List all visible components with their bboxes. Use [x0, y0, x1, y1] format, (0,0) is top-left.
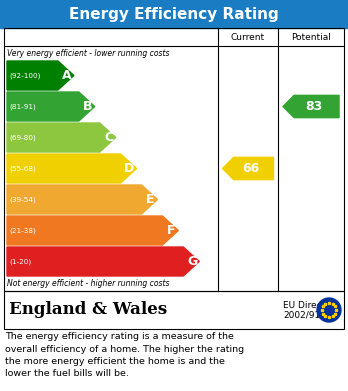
Text: A: A [62, 69, 72, 82]
Text: E: E [146, 193, 155, 206]
Text: EU Directive: EU Directive [283, 301, 339, 310]
Polygon shape [7, 123, 116, 152]
Text: England & Wales: England & Wales [9, 301, 167, 319]
Polygon shape [222, 157, 274, 179]
Text: (39-54): (39-54) [9, 196, 36, 203]
Text: Not energy efficient - higher running costs: Not energy efficient - higher running co… [7, 280, 169, 289]
Circle shape [317, 298, 341, 322]
Text: (1-20): (1-20) [9, 258, 31, 265]
Bar [4, 291, 344, 329]
Polygon shape [7, 61, 74, 90]
Text: Potential: Potential [291, 32, 331, 41]
Text: G: G [187, 255, 197, 268]
Text: (92-100): (92-100) [9, 72, 40, 79]
Text: C: C [104, 131, 113, 144]
Text: F: F [167, 224, 175, 237]
Text: 83: 83 [306, 100, 323, 113]
Text: (55-68): (55-68) [9, 165, 36, 172]
Text: (69-80): (69-80) [9, 134, 36, 141]
Text: The energy efficiency rating is a measure of the
overall efficiency of a home. T: The energy efficiency rating is a measur… [5, 332, 244, 378]
Text: Current: Current [231, 32, 265, 41]
Text: 66: 66 [243, 162, 260, 175]
Text: (81-91): (81-91) [9, 103, 36, 110]
Text: (21-38): (21-38) [9, 227, 36, 234]
Text: B: B [83, 100, 92, 113]
Polygon shape [283, 95, 339, 118]
Text: Very energy efficient - lower running costs: Very energy efficient - lower running co… [7, 48, 169, 57]
Text: Energy Efficiency Rating: Energy Efficiency Rating [69, 7, 279, 22]
Polygon shape [7, 154, 136, 183]
Bar [0, 0, 348, 28]
Polygon shape [7, 92, 95, 121]
Text: D: D [124, 162, 135, 175]
Polygon shape [7, 216, 179, 245]
Polygon shape [7, 185, 158, 214]
Polygon shape [7, 247, 199, 276]
Text: 2002/91/EC: 2002/91/EC [283, 310, 335, 319]
Bar [4, 28, 344, 291]
